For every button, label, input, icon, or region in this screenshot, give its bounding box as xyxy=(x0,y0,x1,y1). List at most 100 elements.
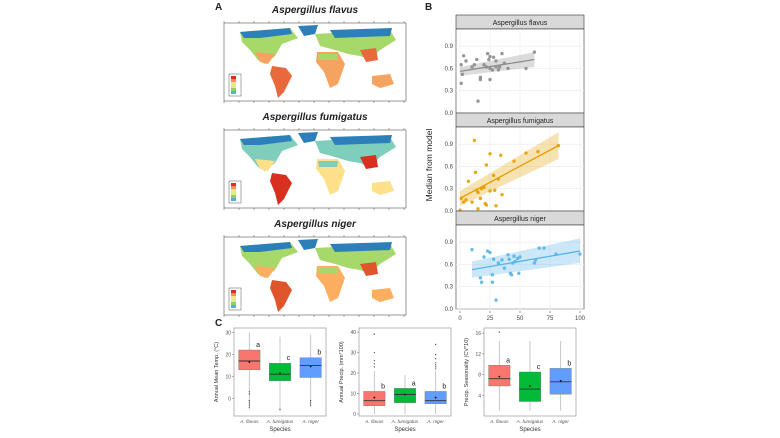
box xyxy=(238,349,261,370)
facet-title: Aspergillus niger xyxy=(494,216,546,223)
box xyxy=(269,363,291,382)
data-point xyxy=(464,198,468,202)
panel-b-label: B xyxy=(425,2,433,13)
y-axis-label: Annual Mean Temp. (°C) xyxy=(214,342,220,402)
data-point xyxy=(524,66,528,71)
data-point xyxy=(509,273,514,277)
map-legend-swatch xyxy=(231,290,236,293)
map-legend xyxy=(228,73,242,97)
facet-title: Aspergillus fumigatus xyxy=(487,118,554,125)
data-point xyxy=(494,65,498,69)
y-tick-label: 16 xyxy=(475,331,481,337)
y-tick-label: 40 xyxy=(350,330,356,336)
outlier xyxy=(373,351,375,354)
data-point xyxy=(506,66,510,71)
boxplot-precip: 0 10 20 30 40 b A. flavus a A. fumigatus b A. nige… xyxy=(339,327,452,433)
regression-line xyxy=(471,250,581,271)
map-legend xyxy=(228,287,242,311)
data-point xyxy=(524,151,528,155)
x-tick-label: A. niger xyxy=(301,419,319,425)
facet-1: Aspergillus fumigatus 0.0 0.3 0.6 0.9 xyxy=(445,112,585,215)
data-point xyxy=(496,261,501,265)
data-point xyxy=(470,247,474,252)
data-point xyxy=(494,204,498,208)
continents xyxy=(240,25,396,98)
outlier xyxy=(373,360,375,362)
map-fumigatus xyxy=(223,128,407,210)
data-point xyxy=(488,250,492,255)
outlier xyxy=(435,366,437,368)
mean-point xyxy=(559,379,562,382)
data-point xyxy=(512,254,516,258)
facet-2: Aspergillus niger 0.0 0.3 0.6 0.9 xyxy=(445,210,585,313)
continents xyxy=(240,239,396,312)
y-tick-label: 10 xyxy=(350,391,356,397)
map-legend-swatch xyxy=(231,302,236,305)
box-1: c xyxy=(269,336,291,412)
y-tick-label: 20 xyxy=(350,371,356,377)
continent-sahara xyxy=(318,268,338,274)
continent-africa xyxy=(316,52,345,88)
data-point xyxy=(554,252,558,256)
data-point xyxy=(496,68,501,72)
data-point xyxy=(537,246,541,250)
data-point xyxy=(478,276,483,280)
continent-north-america-arctic xyxy=(240,28,292,38)
continent-north-america-arctic xyxy=(240,135,292,145)
data-point xyxy=(556,143,561,148)
x-tick-label: 50 xyxy=(517,316,524,320)
box xyxy=(394,388,416,403)
data-point xyxy=(470,200,474,204)
outlier xyxy=(435,343,437,345)
map-legend-swatch xyxy=(231,195,236,198)
data-point xyxy=(482,63,486,67)
map-legend-swatch xyxy=(231,91,236,94)
mean-point xyxy=(529,385,531,387)
y-tick-label: 0.0 xyxy=(445,111,454,117)
map-legend xyxy=(228,180,242,204)
outlier xyxy=(248,400,250,402)
map-legend-swatch xyxy=(231,198,236,201)
y-tick-label: 0.9 xyxy=(445,142,454,148)
boxplot-seasonality: 4 8 12 16 a A. flavus c A. fumigatus b A. niger Sp… xyxy=(464,327,577,433)
outlier xyxy=(310,400,312,402)
x-tick-label: A. flavus xyxy=(489,419,509,425)
data-point xyxy=(488,54,492,59)
mean-point xyxy=(404,393,406,396)
data-point xyxy=(491,257,496,261)
y-tick-label: 30 xyxy=(350,351,356,357)
data-point xyxy=(536,149,540,154)
x-tick-label: A. niger xyxy=(551,419,569,425)
y-tick-label: 0.6 xyxy=(445,262,454,268)
data-point xyxy=(502,266,507,270)
data-point xyxy=(532,261,537,265)
significance-letter: a xyxy=(412,380,416,387)
continent-africa xyxy=(316,266,345,302)
continent-south-america xyxy=(270,66,292,98)
map-legend-swatch xyxy=(231,88,236,91)
continent-australia xyxy=(372,181,394,195)
x-tick-label: 100 xyxy=(575,316,586,320)
y-tick-label: 0 xyxy=(228,396,231,402)
continent-australia xyxy=(372,74,394,88)
data-point xyxy=(478,77,483,82)
data-point xyxy=(484,65,489,69)
significance-letter: c xyxy=(537,364,541,371)
data-point xyxy=(485,51,490,56)
data-point xyxy=(459,196,463,201)
box-0: b xyxy=(363,333,386,414)
continent-south-america xyxy=(270,173,292,205)
x-axis-label: Species xyxy=(519,427,540,433)
continent-eurasia-arctic xyxy=(330,28,392,38)
y-tick-label: 0.3 xyxy=(445,187,454,193)
significance-letter: b xyxy=(442,383,446,390)
continent-eurasia-arctic xyxy=(330,135,392,145)
data-point xyxy=(494,59,498,63)
map-legend-swatch xyxy=(231,305,236,308)
map-title-niger: Aspergillus niger xyxy=(274,219,356,230)
x-tick-label: A. fumigatus xyxy=(516,419,544,425)
box-0: a xyxy=(238,332,261,410)
box-1: c xyxy=(519,340,541,411)
y-tick-label: 20 xyxy=(225,352,231,358)
y-axis-label: Median from model xyxy=(424,129,434,202)
